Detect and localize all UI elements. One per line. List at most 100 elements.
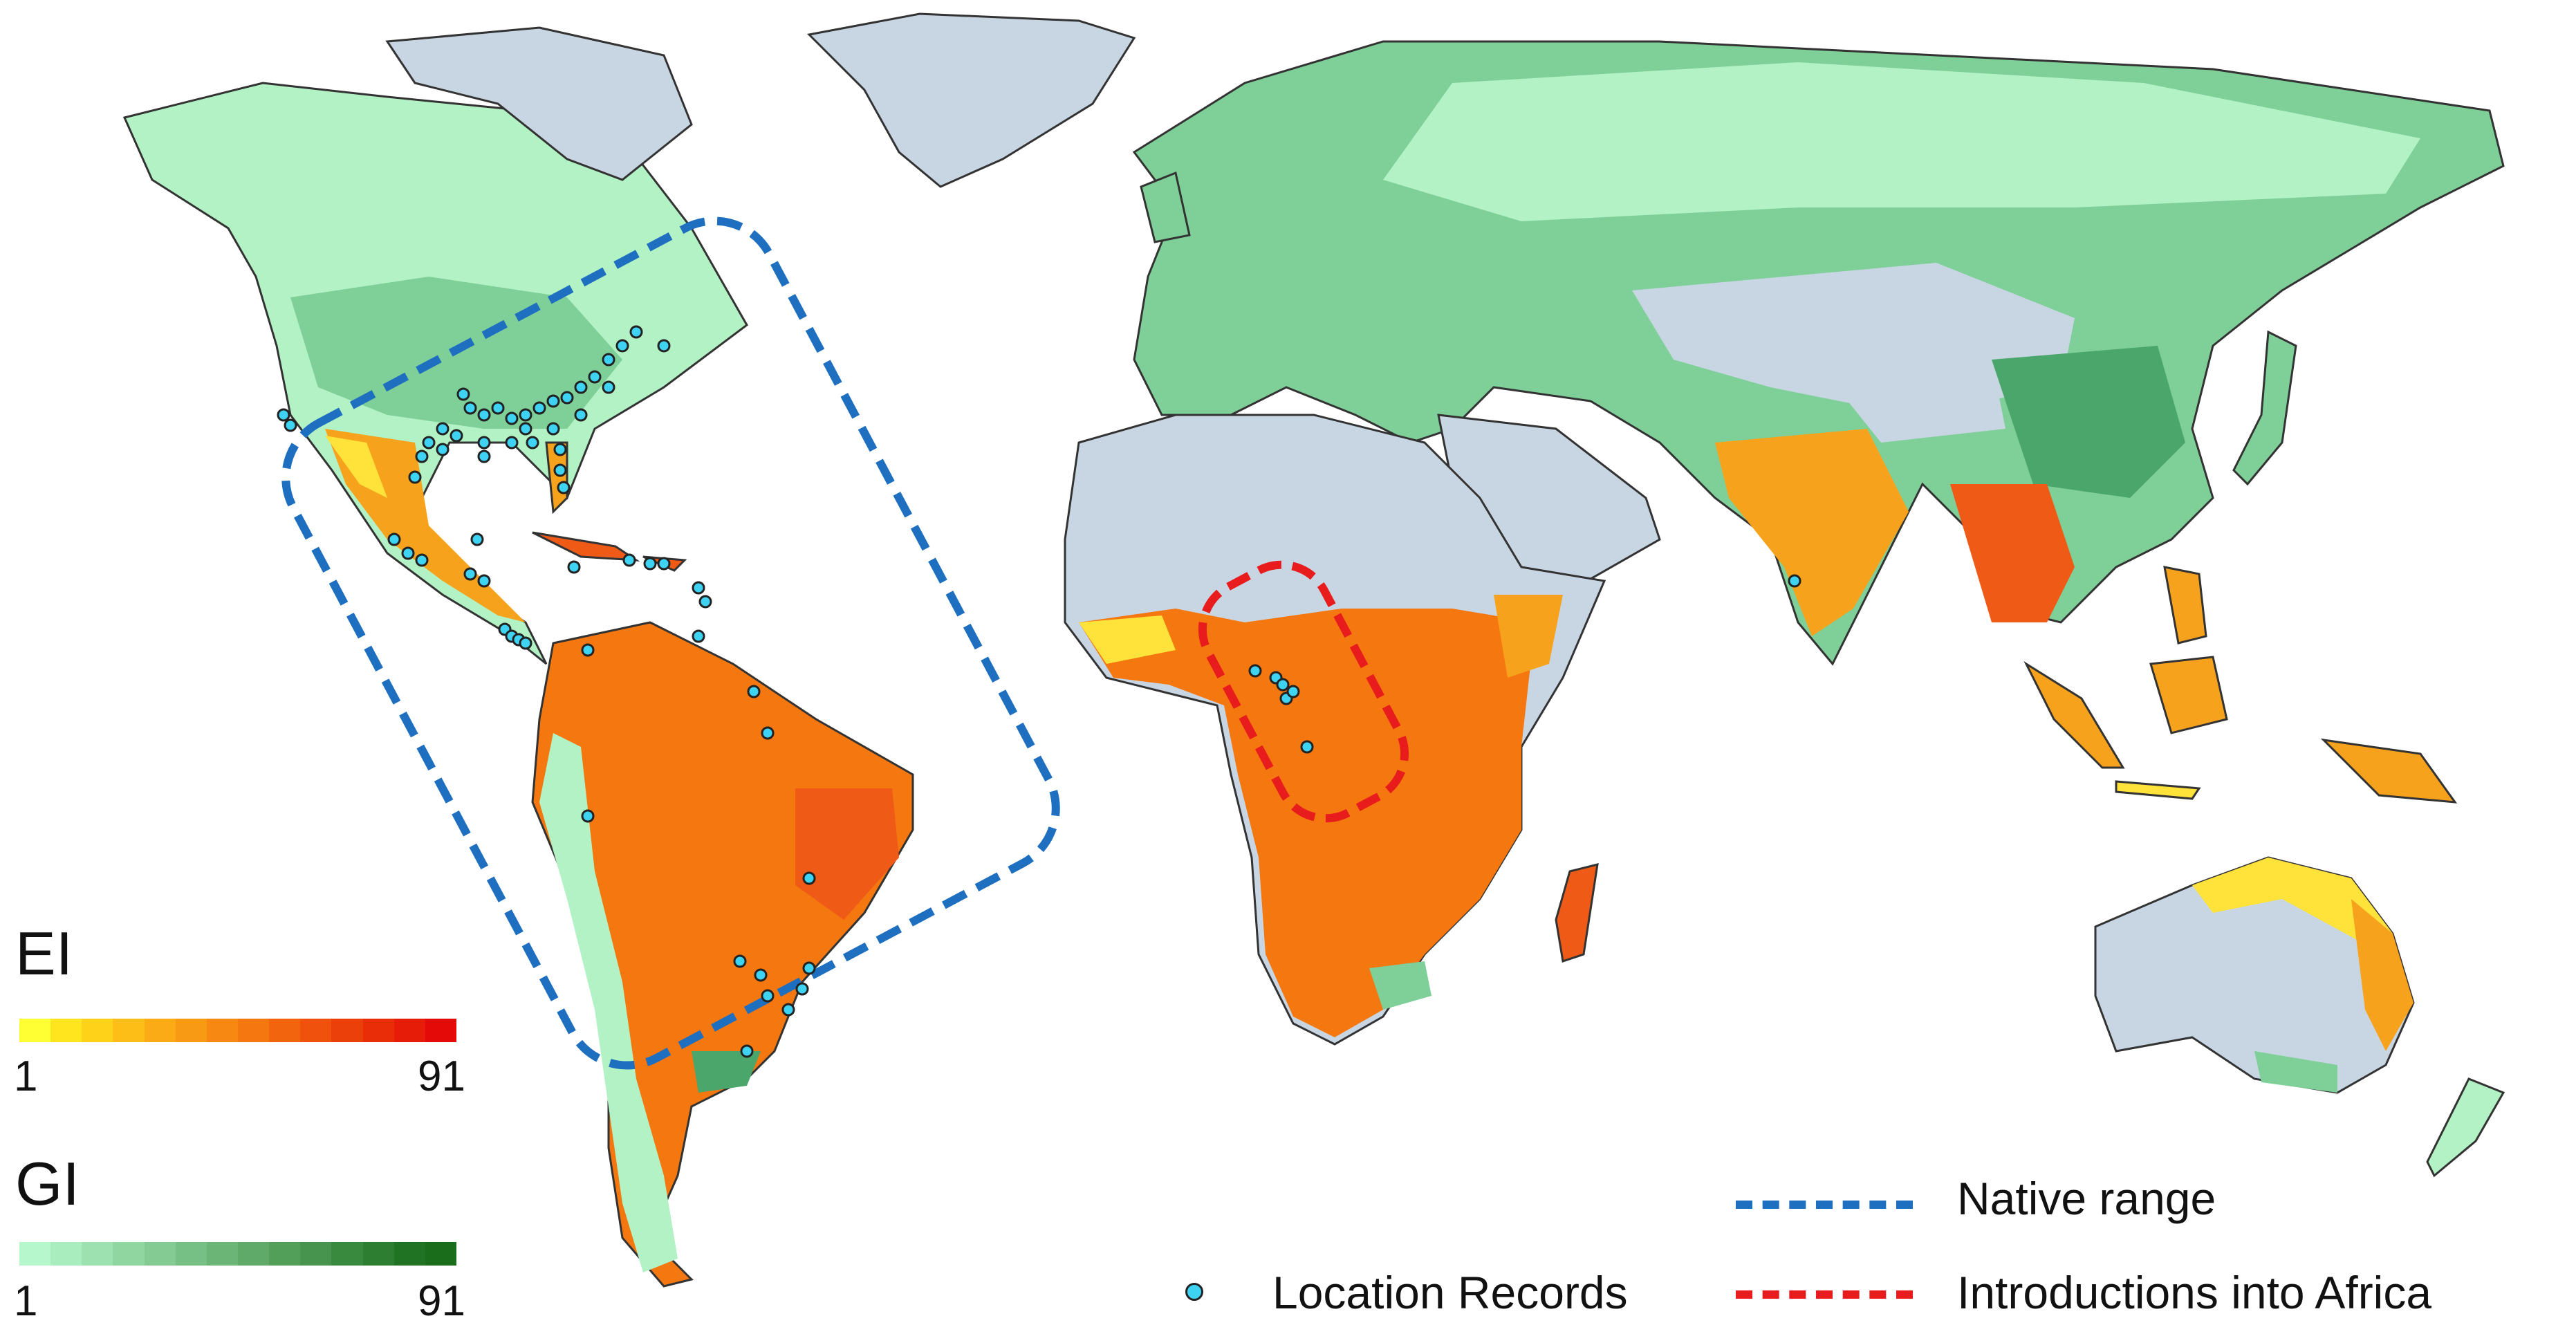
- record-point: [574, 380, 588, 394]
- africa-south-gi: [1369, 961, 1431, 1010]
- record-point: [436, 443, 450, 456]
- record-point: [415, 450, 429, 463]
- sa-south-gi: [692, 1051, 761, 1093]
- ramp-step: [331, 1242, 363, 1266]
- native-range-swatch: [1736, 1201, 1913, 1209]
- land-masses: [122, 12, 2505, 1288]
- record-point: [560, 391, 574, 405]
- new-guinea: [2320, 738, 2458, 804]
- record-point: [747, 685, 761, 698]
- gi-color-ramp: [19, 1242, 456, 1266]
- record-point: [277, 408, 290, 422]
- ei-legend-title: EI: [15, 919, 73, 988]
- record-point: [436, 422, 450, 436]
- mexico-ei-low: [325, 436, 387, 498]
- ramp-step: [113, 1019, 145, 1042]
- ramp-step: [393, 1019, 425, 1042]
- record-point: [408, 470, 422, 484]
- borneo: [2149, 656, 2228, 734]
- ramp-step: [175, 1242, 207, 1266]
- record-point: [450, 429, 463, 443]
- record-point: [1248, 664, 1262, 678]
- record-point: [505, 436, 519, 450]
- tibet-gray: [1826, 360, 2005, 443]
- record-point: [491, 401, 505, 415]
- china-gi-dark: [1992, 346, 2185, 498]
- record-point: [1276, 678, 1290, 692]
- location-records-label: Location Records: [1272, 1267, 1628, 1318]
- record-point: [532, 401, 546, 415]
- madagascar: [1555, 862, 1599, 963]
- ramp-step: [19, 1019, 51, 1042]
- record-point: [602, 380, 615, 394]
- record-point: [692, 629, 705, 643]
- location-records: [277, 325, 1801, 1058]
- record-point: [1300, 740, 1314, 754]
- record-point: [415, 553, 429, 567]
- ramp-step: [393, 1242, 425, 1266]
- ramp-step: [269, 1242, 301, 1266]
- caribbean-cuba: [532, 531, 640, 562]
- record-point: [422, 436, 436, 450]
- native-range-label: Native range: [1957, 1173, 2216, 1224]
- ramp-step: [82, 1242, 113, 1266]
- ramp-step: [362, 1242, 394, 1266]
- africa-ei: [1079, 609, 1535, 1037]
- ramp-step: [425, 1019, 456, 1042]
- record-point: [477, 574, 491, 588]
- ramp-step: [269, 1019, 301, 1042]
- record-point: [629, 325, 643, 339]
- ramp-step: [50, 1019, 82, 1042]
- florida: [545, 441, 568, 515]
- java: [2115, 780, 2201, 800]
- ramp-step: [300, 1242, 332, 1266]
- greenland: [806, 12, 1136, 188]
- gi-legend-title: GI: [15, 1149, 80, 1218]
- gi-max-label: 91: [418, 1277, 465, 1325]
- japan: [2232, 330, 2297, 486]
- sumatra: [2023, 660, 2125, 769]
- ramp-step: [206, 1242, 238, 1266]
- location-record-swatch: [1185, 1283, 1203, 1301]
- record-point: [581, 643, 595, 657]
- record-point: [698, 595, 712, 609]
- record-point: [401, 546, 415, 560]
- record-point: [802, 961, 816, 975]
- philippines: [2163, 566, 2207, 645]
- new-zealand: [2426, 1077, 2505, 1178]
- introductions-outline: [1198, 560, 1409, 823]
- record-point: [470, 532, 484, 546]
- gi-min-label: 1: [14, 1277, 38, 1325]
- siberia-light: [1383, 62, 2420, 221]
- record-point: [733, 954, 747, 968]
- ramp-step: [206, 1019, 238, 1042]
- record-point: [615, 339, 629, 353]
- native-range-outline: [281, 216, 1060, 1070]
- ramp-step: [362, 1019, 394, 1042]
- arctic-islands: [385, 26, 693, 181]
- record-point: [463, 401, 477, 415]
- africa-ei-yellow: [1079, 615, 1176, 664]
- record-point: [1286, 685, 1300, 698]
- record-point: [581, 809, 595, 823]
- ramp-step: [144, 1242, 176, 1266]
- ramp-step: [50, 1242, 82, 1266]
- record-point: [553, 443, 567, 456]
- record-point: [657, 339, 671, 353]
- sa-andes-gi: [539, 733, 678, 1272]
- ei-color-ramp: [19, 1019, 456, 1042]
- record-point: [505, 411, 519, 425]
- record-point: [519, 408, 532, 422]
- ramp-step: [82, 1019, 113, 1042]
- ramp-step: [19, 1242, 51, 1266]
- record-point: [795, 982, 809, 996]
- ramp-step: [113, 1242, 145, 1266]
- introductions-label: Introductions into Africa: [1957, 1267, 2432, 1318]
- record-point: [546, 394, 560, 408]
- ramp-step: [425, 1242, 456, 1266]
- record-point: [1788, 574, 1801, 588]
- introductions-swatch: [1736, 1290, 1913, 1299]
- record-point: [526, 436, 539, 450]
- ramp-step: [175, 1019, 207, 1042]
